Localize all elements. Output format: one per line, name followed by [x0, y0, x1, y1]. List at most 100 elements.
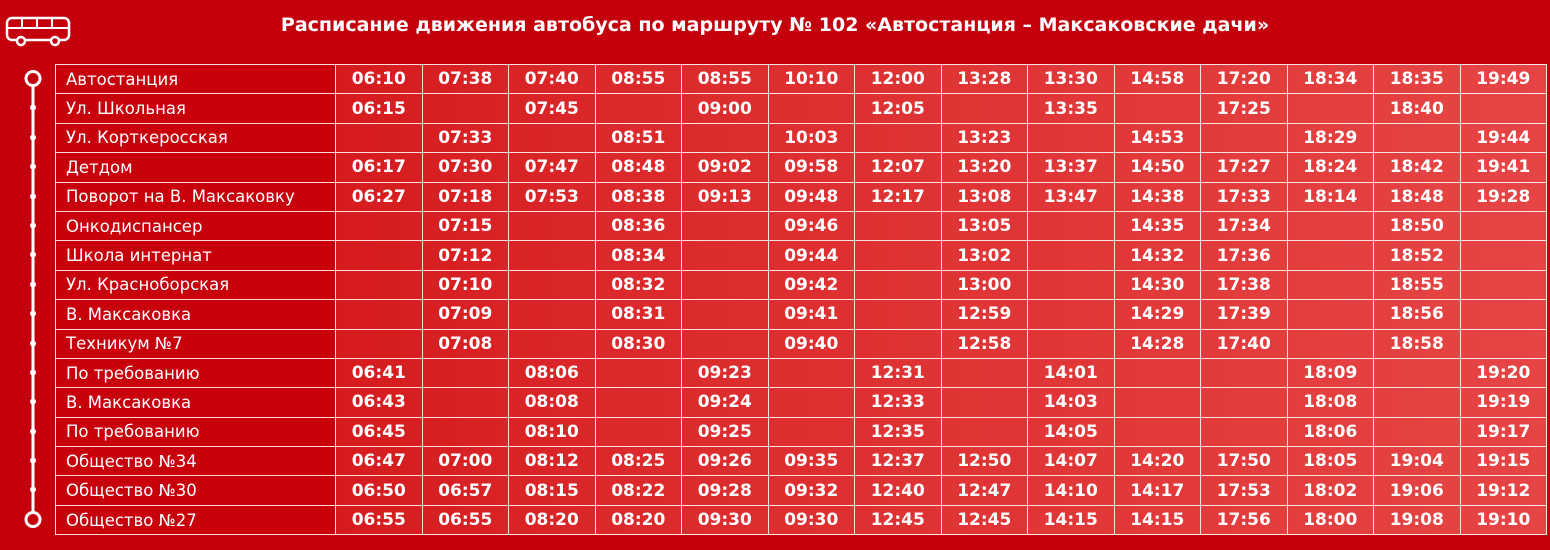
time-cell: 13:08 — [940, 181, 1028, 212]
time-cell: 13:30 — [1027, 63, 1115, 95]
time-cell — [1027, 240, 1115, 271]
time-cell: 19:15 — [1459, 446, 1547, 477]
time-cell: 14:38 — [1113, 181, 1201, 212]
time-cell: 06:55 — [335, 504, 423, 536]
time-cell: 13:23 — [940, 122, 1028, 154]
stop-name: Ул. Красноборская — [55, 269, 336, 301]
terminal-stop — [24, 70, 42, 87]
row: Детдом 06:17 07:30 07:47 08:48 09:02 09:58 12:0… — [55, 152, 1547, 183]
time-cell: 08:30 — [594, 328, 682, 359]
time-cell: 19:28 — [1459, 181, 1547, 212]
stop-dot — [30, 310, 36, 317]
time-cell — [767, 93, 855, 124]
time-cell: 12:47 — [940, 475, 1028, 506]
time-cell: 07:33 — [421, 122, 509, 154]
time-cell: 12:05 — [854, 93, 942, 124]
time-cell — [1373, 416, 1461, 448]
time-cell — [508, 210, 596, 242]
time-cell: 14:32 — [1113, 240, 1201, 271]
stop-dot — [30, 428, 36, 435]
time-cell — [1200, 357, 1288, 389]
time-cell: 14:50 — [1113, 152, 1201, 183]
time-cell: 13:20 — [940, 152, 1028, 183]
time-cell: 08:12 — [508, 446, 596, 477]
time-cell: 18:05 — [1286, 446, 1374, 477]
time-cell — [335, 210, 423, 242]
time-cell — [421, 93, 509, 124]
time-cell — [1373, 387, 1461, 418]
time-cell — [681, 240, 769, 271]
schedule-table: Автостанция 06:10 07:38 07:40 08:55 08:55 10:1… — [55, 63, 1547, 536]
time-cell: 09:44 — [767, 240, 855, 271]
row: В. Максаковка 07:09 08:31 09:41 12:59 14:29 17… — [55, 299, 1547, 330]
time-cell: 07:45 — [508, 93, 596, 124]
stop-dot — [30, 251, 36, 258]
time-cell: 07:15 — [421, 210, 509, 242]
time-cell — [1113, 93, 1201, 124]
stop-name: Общество №34 — [55, 446, 336, 477]
time-cell: 13:05 — [940, 210, 1028, 242]
time-cell — [1459, 299, 1547, 330]
time-cell: 17:39 — [1200, 299, 1288, 330]
time-cell — [1286, 210, 1374, 242]
time-cell: 18:00 — [1286, 504, 1374, 536]
time-cell: 18:50 — [1373, 210, 1461, 242]
time-cell: 07:18 — [421, 181, 509, 212]
time-cell: 12:00 — [854, 63, 942, 95]
time-cell: 09:30 — [767, 504, 855, 536]
time-cell: 14:35 — [1113, 210, 1201, 242]
time-cell — [1459, 328, 1547, 359]
stop-name: Автостанция — [55, 63, 336, 95]
time-cell: 07:12 — [421, 240, 509, 271]
time-cell — [854, 240, 942, 271]
time-cell: 14:28 — [1113, 328, 1201, 359]
time-cell: 08:34 — [594, 240, 682, 271]
time-cell: 07:53 — [508, 181, 596, 212]
time-cell: 18:58 — [1373, 328, 1461, 359]
time-cell: 14:58 — [1113, 63, 1201, 95]
time-cell: 08:55 — [594, 63, 682, 95]
row: Автостанция 06:10 07:38 07:40 08:55 08:55 10:1… — [55, 63, 1547, 95]
time-cell: 18:08 — [1286, 387, 1374, 418]
row: По требованию 06:41 08:06 09:23 12:31 14:01 18… — [55, 357, 1547, 389]
time-cell — [1286, 299, 1374, 330]
time-cell: 19:44 — [1459, 122, 1547, 154]
terminal-stop — [24, 511, 42, 528]
time-cell: 09:24 — [681, 387, 769, 418]
time-cell: 19:06 — [1373, 475, 1461, 506]
time-cell — [681, 122, 769, 154]
time-cell: 19:41 — [1459, 152, 1547, 183]
time-cell — [854, 210, 942, 242]
time-cell — [854, 328, 942, 359]
time-cell: 06:43 — [335, 387, 423, 418]
time-cell — [335, 328, 423, 359]
time-cell — [421, 387, 509, 418]
stop-dot — [30, 281, 36, 288]
stop-name: Поворот на В. Максаковку — [55, 181, 336, 212]
time-cell: 12:50 — [940, 446, 1028, 477]
time-cell: 08:31 — [594, 299, 682, 330]
time-cell: 14:20 — [1113, 446, 1201, 477]
time-cell — [940, 416, 1028, 448]
stop-name: Общество №27 — [55, 504, 336, 536]
time-cell: 13:02 — [940, 240, 1028, 271]
time-cell: 12:40 — [854, 475, 942, 506]
time-cell: 18:29 — [1286, 122, 1374, 154]
time-cell: 14:17 — [1113, 475, 1201, 506]
row: Общество №30 06:50 06:57 08:15 08:22 09:28 09:… — [55, 475, 1547, 506]
title: Расписание движения автобуса по маршруту… — [280, 14, 1270, 36]
time-cell — [335, 269, 423, 301]
time-cell — [335, 122, 423, 154]
time-cell — [1200, 416, 1288, 448]
time-cell: 13:35 — [1027, 93, 1115, 124]
time-cell: 18:06 — [1286, 416, 1374, 448]
row: Онкодиспансер 07:15 08:36 09:46 13:05 14:35 17… — [55, 210, 1547, 242]
time-cell: 14:10 — [1027, 475, 1115, 506]
time-cell — [767, 387, 855, 418]
time-cell: 06:10 — [335, 63, 423, 95]
time-cell — [1373, 122, 1461, 154]
time-cell: 08:36 — [594, 210, 682, 242]
time-cell — [594, 357, 682, 389]
time-cell: 17:34 — [1200, 210, 1288, 242]
